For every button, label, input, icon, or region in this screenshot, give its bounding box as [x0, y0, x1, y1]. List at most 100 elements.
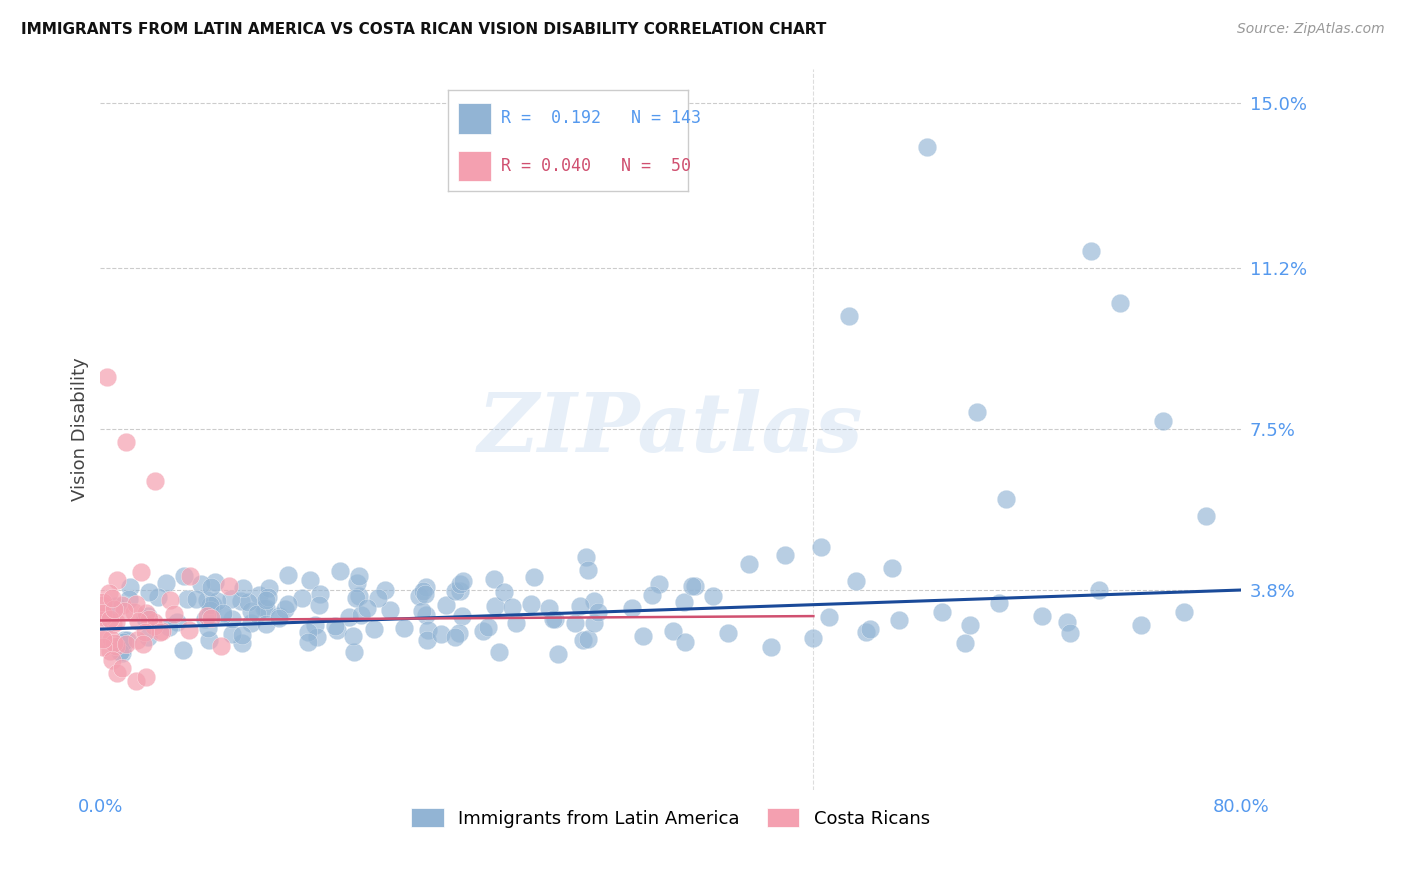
Point [523, 570, 546, 584]
Point [111, 646, 134, 660]
Legend: Immigrants from Latin America, Costa Ricans: Immigrants from Latin America, Costa Ric… [405, 801, 938, 835]
Point [111, 643, 134, 657]
Point [449, 625, 471, 640]
Point [738, 557, 761, 571]
Point [231, 636, 253, 650]
Point [163, 607, 186, 622]
Point [173, 568, 195, 582]
Point [1059, 626, 1081, 640]
Point [472, 624, 495, 638]
Point [347, 569, 370, 583]
Point [212, 607, 235, 621]
Point [157, 620, 180, 634]
Point [236, 595, 259, 609]
Point [683, 579, 706, 593]
Text: IMMIGRANTS FROM LATIN AMERICA VS COSTA RICAN VISION DISABILITY CORRELATION CHART: IMMIGRANTS FROM LATIN AMERICA VS COSTA R… [21, 22, 827, 37]
Point [966, 405, 988, 419]
Point [105, 573, 128, 587]
Point [166, 615, 188, 630]
Point [576, 563, 599, 577]
Point [103, 602, 125, 616]
Point [118, 591, 141, 606]
Point [91, 598, 114, 612]
Point [987, 596, 1010, 610]
Point [101, 617, 124, 632]
Point [91, 607, 114, 621]
Point [356, 601, 378, 615]
Point [115, 632, 138, 647]
Point [505, 616, 527, 631]
Point [444, 584, 467, 599]
Point [309, 587, 332, 601]
Point [135, 670, 157, 684]
Point [105, 639, 128, 653]
Point [641, 588, 664, 602]
Point [135, 606, 157, 620]
Point [959, 617, 981, 632]
Point [198, 598, 221, 612]
Point [247, 588, 270, 602]
Point [1031, 609, 1053, 624]
Point [179, 623, 201, 637]
Point [1194, 509, 1216, 524]
Point [221, 612, 243, 626]
Point [547, 647, 569, 661]
Point [136, 608, 159, 623]
Point [127, 615, 149, 629]
Point [159, 592, 181, 607]
Point [931, 605, 953, 619]
Point [269, 608, 291, 623]
Point [96, 370, 118, 384]
Point [211, 607, 233, 622]
Point [620, 601, 643, 615]
Point [100, 632, 122, 647]
Point [184, 592, 207, 607]
Point [101, 591, 124, 605]
Point [569, 599, 592, 614]
Point [110, 645, 132, 659]
Point [91, 615, 114, 629]
Point [219, 592, 242, 607]
Point [323, 619, 346, 633]
Point [416, 624, 439, 638]
Point [647, 576, 669, 591]
Point [149, 624, 172, 639]
Point [269, 611, 291, 625]
Point [138, 612, 160, 626]
Point [673, 635, 696, 649]
Point [104, 615, 127, 630]
Point [416, 632, 439, 647]
Point [586, 605, 609, 619]
Point [239, 615, 262, 630]
Point [1173, 605, 1195, 619]
Point [520, 598, 543, 612]
Text: ZIPatlas: ZIPatlas [478, 389, 863, 469]
Point [1152, 413, 1174, 427]
Point [855, 625, 877, 640]
Point [672, 595, 695, 609]
Point [350, 607, 373, 622]
Point [111, 598, 134, 612]
Point [363, 622, 385, 636]
Point [195, 609, 218, 624]
Point [801, 631, 824, 645]
Point [1130, 617, 1153, 632]
Point [408, 589, 430, 603]
Point [91, 640, 114, 655]
Point [717, 626, 740, 640]
Point [346, 576, 368, 591]
Point [583, 615, 606, 630]
Point [176, 592, 198, 607]
Point [537, 601, 560, 615]
Point [583, 594, 606, 608]
Point [575, 550, 598, 565]
Point [434, 598, 457, 612]
Point [367, 591, 389, 606]
Point [451, 608, 474, 623]
Point [494, 585, 516, 599]
Point [256, 591, 278, 605]
Point [218, 579, 240, 593]
Point [229, 594, 252, 608]
Point [138, 585, 160, 599]
Point [484, 572, 506, 586]
